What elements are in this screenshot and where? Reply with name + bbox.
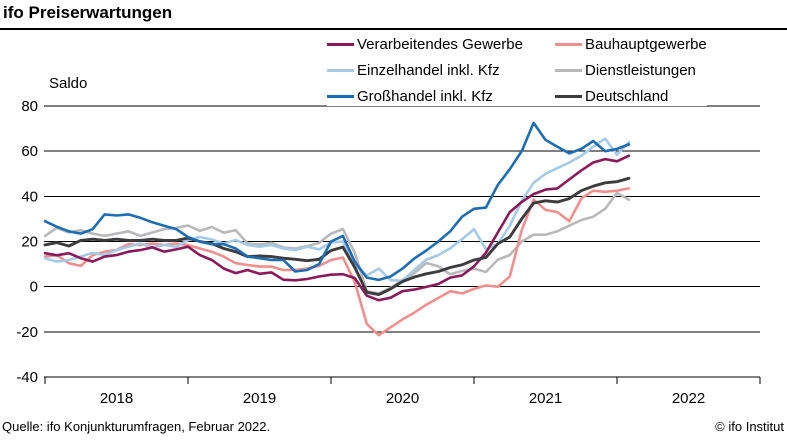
legend-item-2: Einzelhandel inkl. Kfz	[327, 61, 555, 80]
legend-item-1: Bauhauptgewerbe	[555, 35, 707, 54]
y-tick-label: 20	[21, 234, 38, 251]
series-line-2	[43, 137, 631, 283]
page-title: ifo Preiserwartungen	[3, 3, 173, 22]
y-tick-label: -20	[16, 324, 38, 341]
legend-swatch-icon	[555, 69, 582, 72]
legend-item-3: Dienstleistungen	[555, 61, 707, 80]
legend-label: Deutschland	[585, 88, 669, 105]
legend-item-4: Großhandel inkl. Kfz	[327, 87, 555, 106]
footer-copyright: © ifo Institut	[715, 419, 784, 434]
legend-item-5: Deutschland	[555, 87, 707, 106]
legend-label: Einzelhandel inkl. Kfz	[357, 62, 500, 79]
x-tick-label-2018: 2018	[100, 390, 133, 407]
x-tick-label-2022: 2022	[672, 390, 705, 407]
legend-swatch-icon	[327, 69, 354, 72]
series-line-4	[43, 121, 631, 282]
series-line-0	[43, 154, 631, 302]
y-tick-label: -40	[16, 369, 38, 386]
legend-label: Bauhauptgewerbe	[585, 36, 707, 53]
series-line-1	[43, 187, 631, 337]
y-tick-label: 60	[21, 143, 38, 160]
chart-legend: Verarbeitendes Gewerbe Bauhauptgewerbe Ein…	[327, 35, 707, 106]
title-divider-rule	[0, 28, 787, 30]
legend-label: Verarbeitendes Gewerbe	[357, 36, 523, 53]
footer-source: Quelle: ifo Konjunkturumfragen, Februar …	[2, 419, 271, 434]
legend-item-0: Verarbeitendes Gewerbe	[327, 35, 555, 54]
legend-swatch-icon	[327, 43, 354, 46]
legend-label: Großhandel inkl. Kfz	[357, 88, 493, 105]
x-tick-label-2020: 2020	[386, 390, 419, 407]
y-axis-unit-label: Saldo	[49, 75, 87, 92]
legend-label: Dienstleistungen	[585, 62, 696, 79]
legend-swatch-icon	[555, 43, 582, 46]
legend-swatch-icon	[555, 95, 582, 98]
y-tick-label: 0	[30, 279, 38, 296]
legend-swatch-icon	[327, 95, 354, 98]
series-line-5	[43, 176, 631, 297]
x-tick-label-2021: 2021	[529, 390, 562, 407]
series-line-3	[43, 191, 631, 295]
y-tick-label: 40	[21, 188, 38, 205]
x-tick-label-2019: 2019	[243, 390, 276, 407]
y-tick-label: 80	[21, 98, 38, 115]
